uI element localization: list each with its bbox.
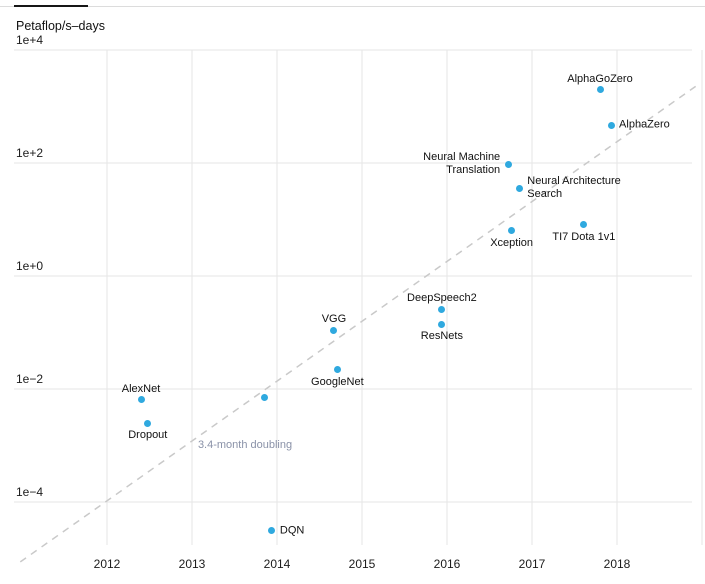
data-point-vgg[interactable]	[330, 326, 338, 334]
point-label-neural-machine-translation: Neural Machine Translation	[423, 151, 501, 176]
x-tick-2013: 2013	[178, 557, 206, 571]
point-label-xception: Xception	[490, 236, 533, 249]
y-tick-1e−2: 1e−2	[16, 372, 44, 386]
point-label-googlenet: GoogleNet	[311, 375, 364, 388]
data-point-neural-architecture-search[interactable]	[515, 184, 523, 192]
trend-line	[19, 85, 697, 563]
y-tick-1e−4: 1e−4	[16, 485, 44, 499]
top-divider-accent	[14, 5, 88, 7]
point-label-alexnet: AlexNet	[121, 382, 161, 395]
point-label-alphagozero: AlphaGoZero	[567, 72, 633, 85]
data-point-unlabeled[interactable]	[260, 393, 268, 401]
point-label-alphazero: AlphaZero	[619, 118, 670, 131]
data-point-dqn[interactable]	[268, 527, 276, 535]
point-label-dropout: Dropout	[128, 429, 168, 442]
point-label-neural-architecture-search: Neural Architecture Search	[527, 175, 621, 201]
x-tick-2015: 2015	[348, 557, 376, 571]
data-point-deepspeech2[interactable]	[438, 305, 446, 313]
y-tick-1e+0: 1e+0	[16, 259, 44, 273]
top-divider-line	[0, 6, 705, 7]
data-point-xception[interactable]	[508, 227, 516, 235]
point-label-vgg: VGG	[321, 313, 347, 326]
x-tick-2018: 2018	[603, 557, 631, 571]
point-label-resnets: ResNets	[420, 330, 463, 343]
point-label-deepspeech2: DeepSpeech2	[407, 292, 477, 305]
y-tick-1e+2: 1e+2	[16, 146, 44, 160]
data-point-resnets[interactable]	[438, 320, 446, 328]
y-tick-1e+4: 1e+4	[16, 33, 44, 47]
data-point-neural-machine-translation[interactable]	[504, 160, 512, 168]
data-point-alexnet[interactable]	[137, 396, 145, 404]
x-tick-2016: 2016	[433, 557, 461, 571]
data-point-alphagozero[interactable]	[596, 86, 604, 94]
x-tick-2017: 2017	[518, 557, 546, 571]
point-label-ti7-dota-1v1: TI7 Dota 1v1	[552, 230, 616, 243]
data-point-alphazero[interactable]	[607, 121, 615, 129]
data-point-dropout[interactable]	[144, 419, 152, 427]
x-tick-2012: 2012	[93, 557, 121, 571]
point-label-dqn: DQN	[279, 524, 305, 537]
x-tick-2014: 2014	[263, 557, 291, 571]
data-point-googlenet[interactable]	[333, 366, 341, 374]
y-axis-title: Petaflop/s–days	[16, 19, 105, 33]
trend-line-label: 3.4-month doubling	[197, 438, 293, 451]
data-point-ti7-dota-1v1[interactable]	[580, 221, 588, 229]
